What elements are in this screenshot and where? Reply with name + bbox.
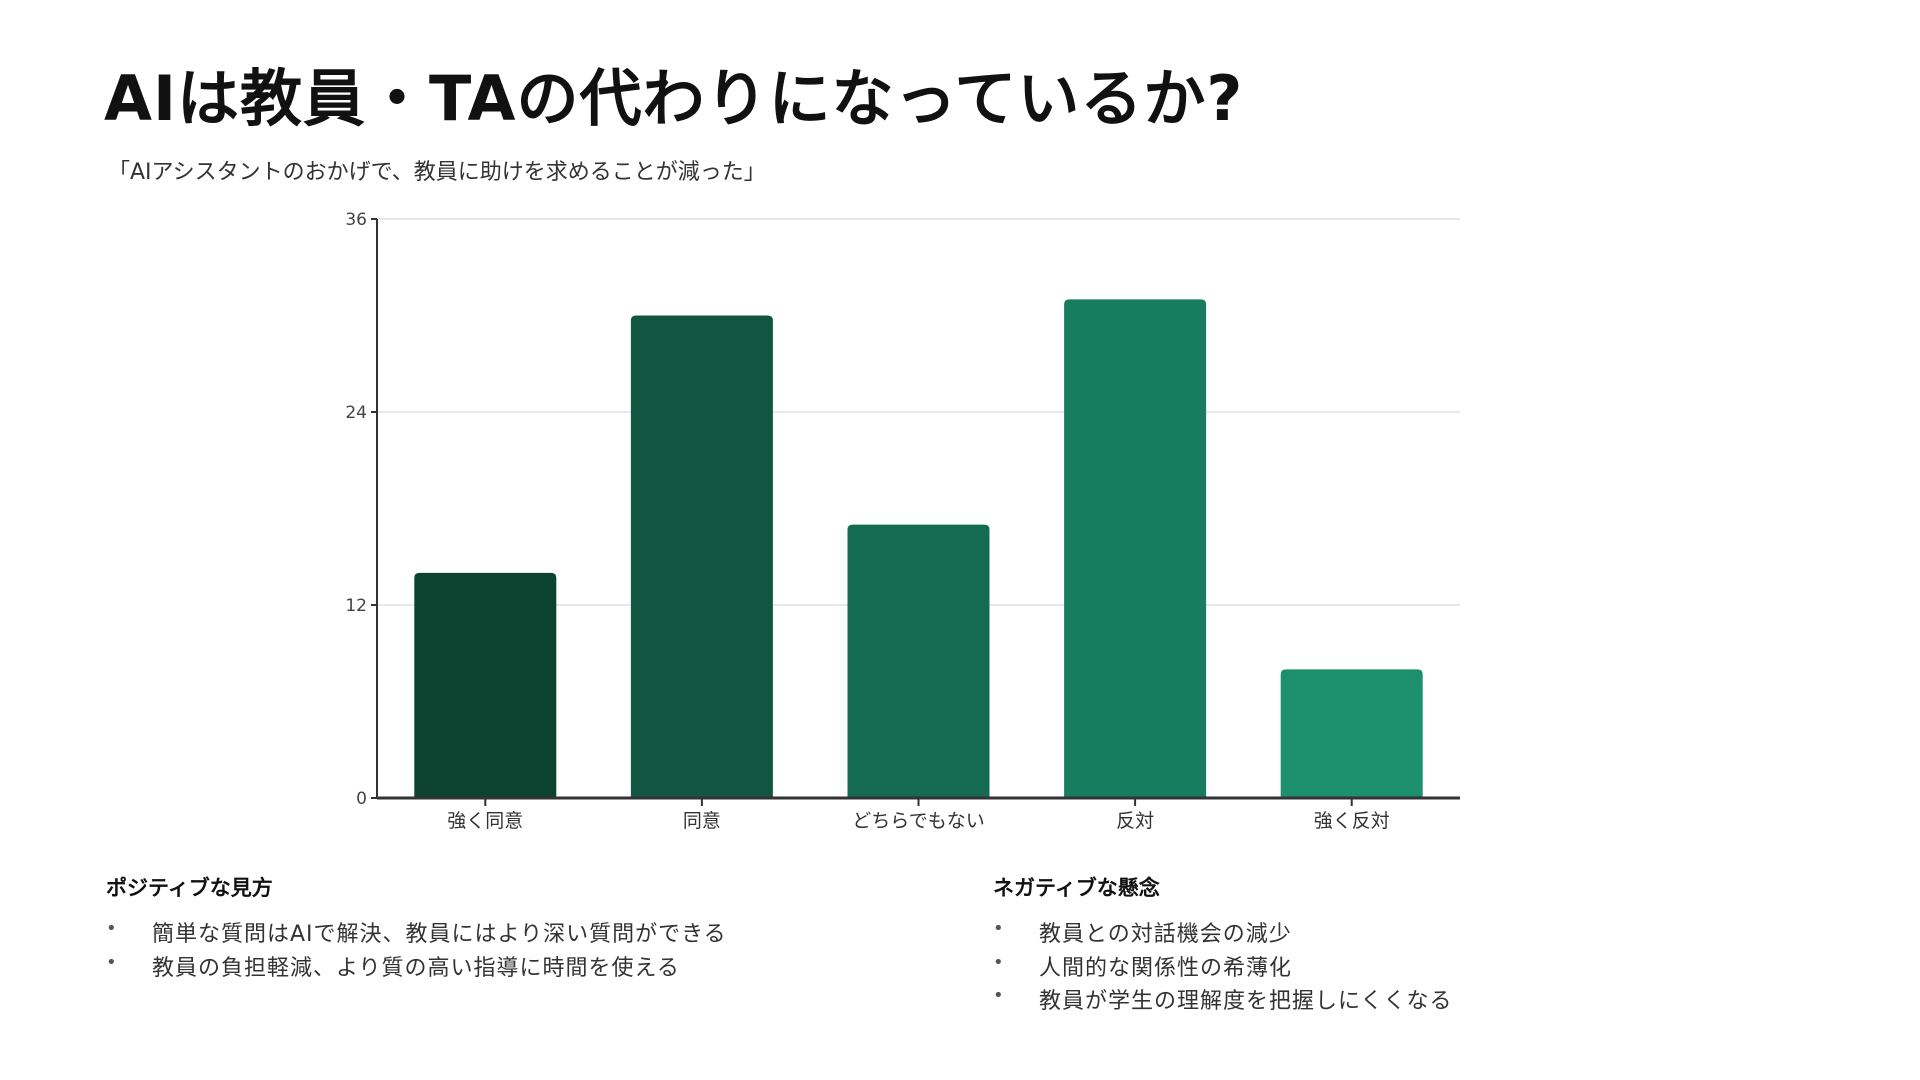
page-title: AIは教員・TAの代わりになっているか? [104, 62, 1244, 135]
positive-heading: ポジティブな見方 [106, 876, 273, 900]
negative-section: ネガティブな懸念 教員との対話機会の減少 人間的な関係性の希薄化 教員が学生の理… [993, 872, 1453, 1017]
bar [414, 572, 557, 798]
positive-item: 簡単な質問はAIで解決、教員にはより深い質問ができる [106, 916, 727, 950]
negative-item: 人間的な関係性の希薄化 [993, 950, 1453, 984]
negative-item: 教員が学生の理解度を把握しにくくなる [993, 983, 1453, 1017]
bar-chart: 0 12 24 36 強く同意 同意 どちらでもない 反対 強く反対 [345, 210, 1460, 832]
negative-item: 教員との対話機会の減少 [993, 916, 1453, 950]
x-tick-label: どちらでもない [852, 810, 984, 832]
bar [847, 524, 990, 798]
y-tick-label: 36 [345, 210, 367, 230]
y-tick-label: 0 [356, 789, 367, 809]
bar [630, 315, 773, 798]
x-tick-label: 同意 [683, 810, 721, 832]
y-tick-label: 12 [345, 596, 367, 616]
x-tick-label: 反対 [1116, 810, 1154, 832]
x-tick-label: 強く反対 [1314, 810, 1390, 832]
survey-question: 「AIアシスタントのおかげで、教員に助けを求めることが減った」 [108, 160, 766, 185]
bar [1280, 669, 1423, 798]
x-tick-label: 強く同意 [447, 810, 523, 832]
y-tick-label: 24 [345, 403, 367, 423]
positive-item: 教員の負担軽減、より質の高い指導に時間を使える [106, 950, 727, 984]
negative-heading: ネガティブな懸念 [993, 876, 1160, 900]
positive-section: ポジティブな見方 簡単な質問はAIで解決、教員にはより深い質問ができる 教員の負… [106, 872, 727, 983]
bar [1064, 299, 1207, 798]
